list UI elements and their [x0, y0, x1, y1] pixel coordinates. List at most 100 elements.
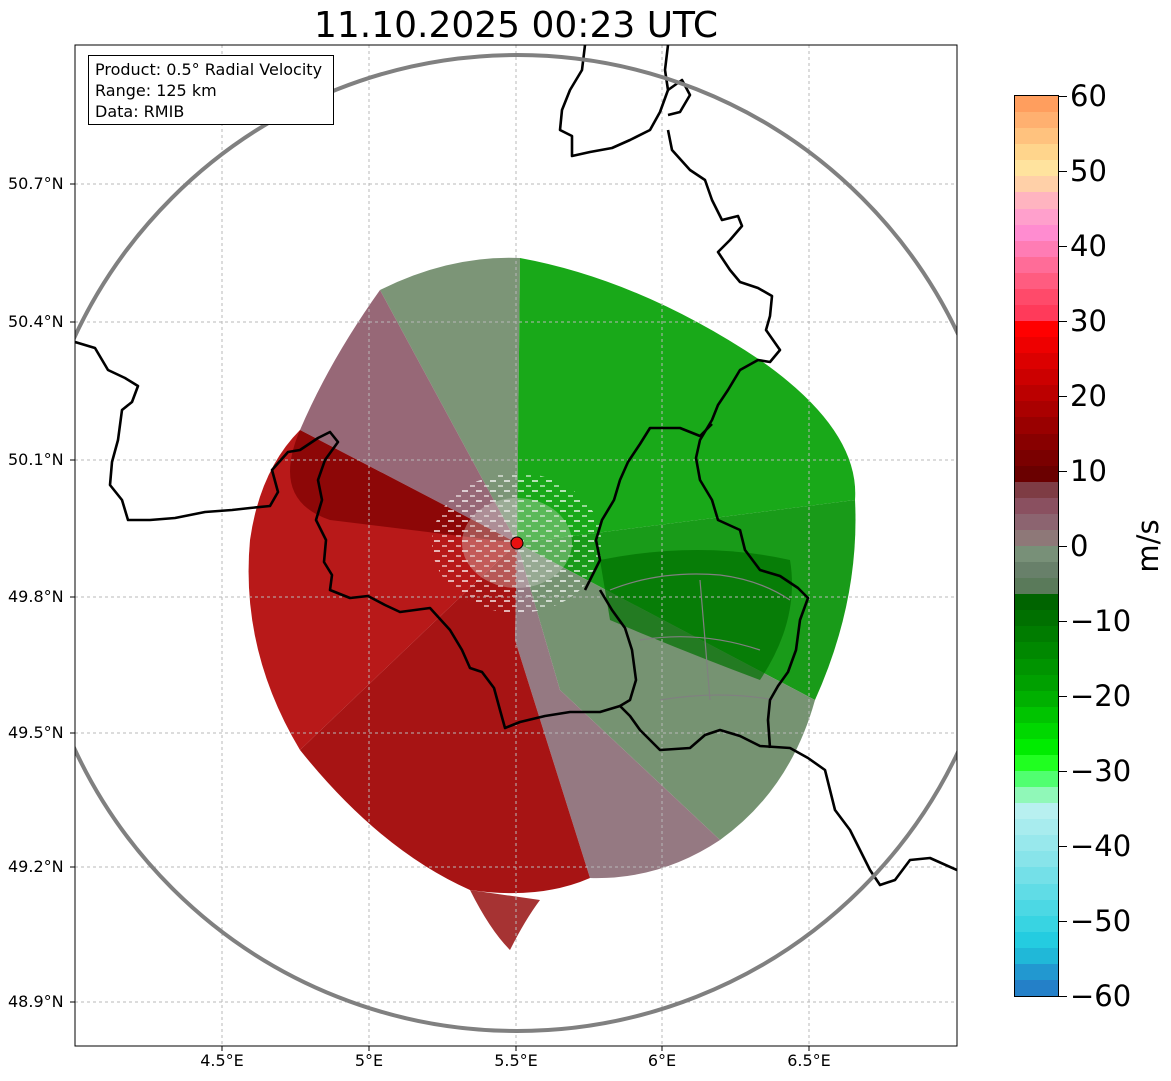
lat-label: 49.5°N [8, 723, 64, 742]
colorbar-band [1015, 578, 1058, 595]
colorbar-band [1015, 433, 1058, 451]
lon-label: 4.5°E [200, 1051, 244, 1070]
colorbar-band [1015, 738, 1058, 756]
colorbar-band [1015, 931, 1058, 949]
colorbar-label: −50 [1070, 904, 1132, 938]
axis-ticks [70, 183, 810, 1051]
regional-borders [609, 573, 791, 701]
colorbar-band [1015, 449, 1058, 467]
lat-label: 48.9°N [8, 992, 64, 1011]
colorbar-label: 40 [1070, 229, 1107, 263]
map-title: 11.10.2025 00:23 UTC [313, 5, 719, 46]
colorbar-band [1015, 546, 1058, 563]
colorbar-tick [1059, 621, 1067, 622]
colorbar-tick [1059, 321, 1067, 322]
colorbar-tick [1059, 846, 1067, 847]
range-line: Range: 125 km [95, 81, 217, 100]
lat-label: 50.4°N [8, 312, 64, 331]
colorbar-band [1015, 835, 1058, 852]
colorbar-band [1015, 706, 1058, 724]
lat-label: 50.1°N [8, 450, 64, 469]
product-line: Product: 0.5° Radial Velocity [95, 60, 323, 79]
colorbar-label: 50 [1070, 154, 1107, 188]
colorbar-band [1015, 594, 1058, 611]
colorbar-tick [1059, 546, 1067, 547]
colorbar-tick [1059, 921, 1067, 922]
colorbar-band [1015, 208, 1058, 226]
lon-label: 6.5°E [787, 1051, 831, 1070]
colorbar-band [1015, 497, 1058, 515]
colorbar-label: −10 [1070, 604, 1132, 638]
colorbar-band [1015, 867, 1058, 885]
colorbar-band [1015, 337, 1058, 354]
colorbar-band [1015, 192, 1058, 210]
colorbar-band [1015, 851, 1058, 868]
colorbar-label: −60 [1070, 979, 1132, 1013]
colorbar-band [1015, 288, 1058, 306]
colorbar-band [1015, 272, 1058, 290]
colorbar-band [1015, 369, 1058, 386]
colorbar-label: 20 [1070, 379, 1107, 413]
colorbar-band [1015, 819, 1058, 836]
colorbar-tick [1059, 96, 1067, 97]
colorbar-band [1015, 626, 1058, 643]
colorbar-band [1015, 642, 1058, 660]
colorbar-band [1015, 562, 1058, 579]
colorbar-band [1015, 513, 1058, 531]
lon-label: 5°E [354, 1051, 384, 1070]
colorbar-tick [1059, 171, 1067, 172]
colorbar-band [1015, 771, 1058, 788]
colorbar-band [1015, 256, 1058, 274]
colorbar-label: 60 [1070, 79, 1107, 113]
colorbar-band [1015, 144, 1058, 161]
colorbar-band [1015, 674, 1058, 692]
colorbar-band [1015, 96, 1058, 113]
lat-label: 49.8°N [8, 587, 64, 606]
colorbar-band [1015, 658, 1058, 676]
radar-site-marker[interactable] [510, 536, 524, 550]
lat-label: 50.7°N [8, 174, 64, 193]
range-ring [75, 53, 957, 1033]
product-info-box: Product: 0.5° Radial Velocity Range: 125… [88, 55, 334, 125]
colorbar-band [1015, 787, 1058, 804]
colorbar-band [1015, 722, 1058, 740]
colorbar-label: −40 [1070, 829, 1132, 863]
colorbar-band [1015, 176, 1058, 193]
country-borders [75, 45, 957, 887]
colorbar-band [1015, 240, 1058, 258]
data-source-line: Data: RMIB [95, 102, 185, 121]
colorbar-band [1015, 963, 1058, 981]
colorbar-band [1015, 401, 1058, 418]
colorbar-band [1015, 304, 1058, 322]
colorbar-band [1015, 899, 1058, 917]
colorbar-band [1015, 690, 1058, 708]
colorbar-band [1015, 112, 1058, 129]
lon-label: 5.5°E [494, 1051, 538, 1070]
colorbar-band [1015, 160, 1058, 177]
colorbar-label: −20 [1070, 679, 1132, 713]
colorbar-band [1015, 465, 1058, 483]
colorbar-band [1015, 321, 1058, 338]
colorbar-band [1015, 353, 1058, 370]
colorbar-tick [1059, 246, 1067, 247]
colorbar-tick [1059, 771, 1067, 772]
colorbar-band [1015, 128, 1058, 145]
colorbar-band [1015, 803, 1058, 820]
colorbar-band [1015, 754, 1058, 772]
colorbar-band [1015, 481, 1058, 499]
colorbar-tick [1059, 696, 1067, 697]
lat-label: 49.2°N [8, 857, 64, 876]
velocity-colorbar [1014, 95, 1059, 997]
colorbar-band [1015, 883, 1058, 901]
colorbar-label: 10 [1070, 454, 1107, 488]
colorbar-label: 30 [1070, 304, 1107, 338]
lon-label: 6°E [647, 1051, 677, 1070]
colorbar-band [1015, 915, 1058, 933]
colorbar-band [1015, 947, 1058, 965]
colorbar-tick [1059, 396, 1067, 397]
colorbar-band [1015, 224, 1058, 242]
colorbar-band [1015, 385, 1058, 402]
colorbar-label: 0 [1070, 529, 1089, 563]
colorbar-tick [1059, 996, 1067, 997]
